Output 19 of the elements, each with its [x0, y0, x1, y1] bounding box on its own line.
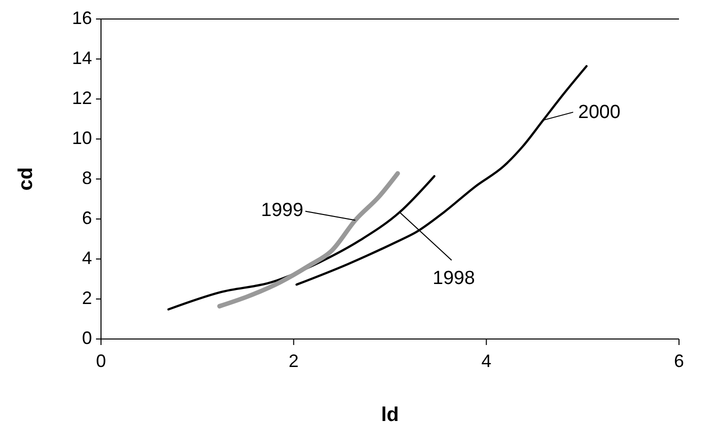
x-tick-label: 6 [674, 351, 684, 371]
x-tick-label: 4 [481, 351, 492, 371]
line-series [217, 171, 400, 308]
y-tick-label: 8 [82, 168, 92, 188]
y-axis-title: cd [15, 167, 37, 191]
x-tick-label: 0 [96, 351, 106, 371]
text: 1998 [432, 268, 475, 290]
y-tick-label: 0 [82, 328, 92, 348]
y-tick-label: 14 [72, 48, 92, 68]
legend-label: 2000 [578, 102, 620, 124]
y-tick-label: 2 [82, 288, 92, 308]
y-tick-label: 6 [82, 208, 92, 228]
x-tick-label: 2 [288, 351, 299, 371]
y-tick-label: 16 [72, 8, 92, 28]
y-tick-label: 10 [72, 128, 92, 148]
x-axis-title: ld [381, 404, 399, 426]
text: 1999 [261, 200, 304, 222]
y-tick-label: 12 [72, 88, 92, 108]
y-tick-label: 4 [82, 248, 92, 268]
